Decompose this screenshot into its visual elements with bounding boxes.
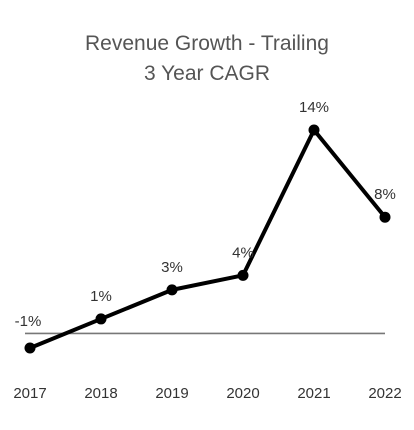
data-label-2017: -1% bbox=[15, 313, 42, 330]
data-point-2019 bbox=[166, 284, 178, 296]
data-point-2022 bbox=[379, 211, 391, 223]
data-label-2019: 3% bbox=[161, 259, 183, 276]
x-tick-label-2017: 2017 bbox=[13, 385, 46, 402]
x-tick-label-2020: 2020 bbox=[226, 385, 259, 402]
series-line bbox=[28, 128, 387, 350]
x-tick-label-2018: 2018 bbox=[84, 385, 117, 402]
data-label-2022: 8% bbox=[374, 186, 396, 203]
data-label-2021: 14% bbox=[299, 99, 329, 116]
x-tick-label-2019: 2019 bbox=[155, 385, 188, 402]
data-point-2017 bbox=[24, 342, 36, 354]
chart-title-line-1: Revenue Growth - Trailing bbox=[85, 32, 329, 55]
data-point-2021 bbox=[308, 124, 320, 136]
plot-area: -1% 1% 3% 4% 14% 8% 2017 2018 2019 2020 2021 2022 bbox=[13, 99, 401, 402]
data-point-2018 bbox=[95, 313, 107, 325]
x-tick-label-2022: 2022 bbox=[368, 385, 401, 402]
x-tick-label-2021: 2021 bbox=[297, 385, 330, 402]
data-point-2020 bbox=[237, 269, 249, 281]
data-label-2020: 4% bbox=[232, 244, 254, 261]
chart-title-line-2: 3 Year CAGR bbox=[144, 62, 270, 85]
data-label-2018: 1% bbox=[90, 288, 112, 305]
